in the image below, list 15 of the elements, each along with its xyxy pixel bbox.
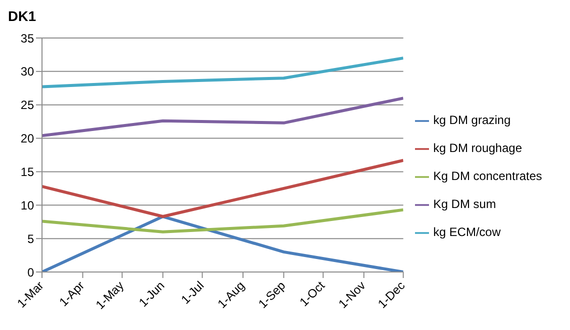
y-tick-label: 0 (27, 265, 34, 280)
y-tick-label: 10 (20, 198, 34, 212)
legend-label: kg DM roughage (433, 141, 522, 155)
legend-label: kg ECM/cow (433, 225, 501, 239)
legend-label: Kg DM concentrates (433, 169, 542, 183)
y-tick-label: 25 (20, 98, 34, 112)
line-series (42, 208, 404, 234)
y-tick-label: 35 (20, 31, 34, 46)
y-tick-label: 20 (20, 132, 34, 146)
y-tick-label: 5 (27, 232, 34, 246)
y-tick-label: 30 (20, 64, 34, 79)
y-tick-label: 15 (20, 164, 34, 179)
legend-label: kg DM grazing (433, 113, 511, 127)
chart-title: DK1 (8, 8, 38, 26)
legend-label: Kg DM sum (433, 197, 496, 211)
